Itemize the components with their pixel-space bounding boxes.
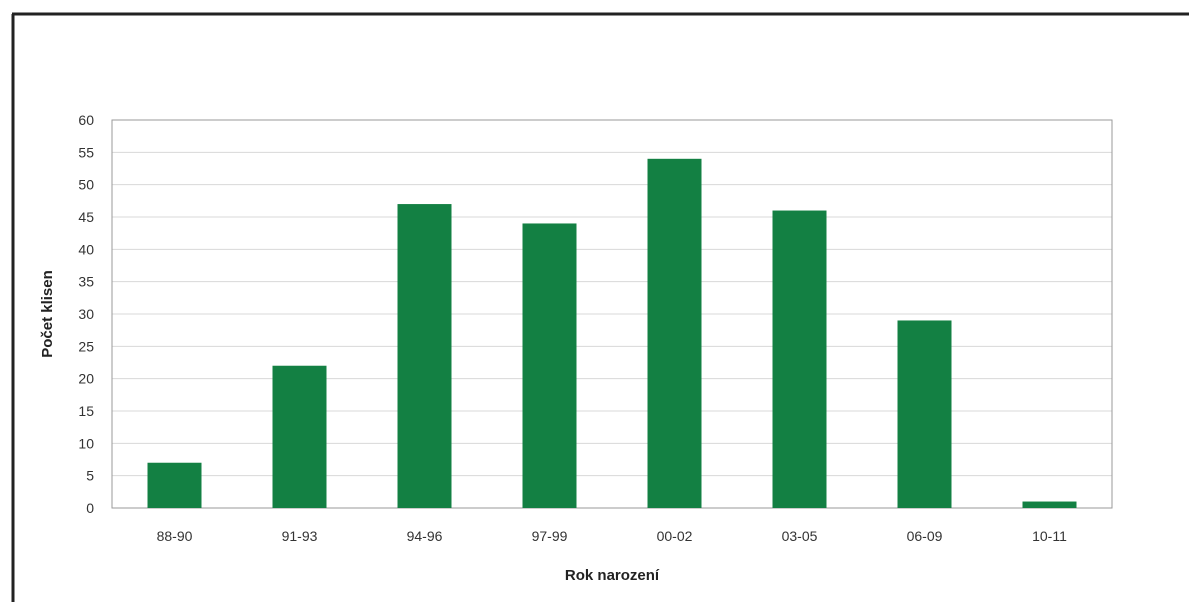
- x-tick-label: 94-96: [407, 528, 443, 544]
- y-tick-label: 10: [78, 435, 94, 451]
- y-axis-title: Počet klisen: [39, 270, 56, 358]
- y-tick-label: 20: [78, 371, 94, 387]
- bar-88-90: [147, 462, 202, 508]
- y-tick-label: 35: [78, 274, 94, 290]
- grid-lines: [112, 151, 1112, 477]
- y-tick-label: 40: [78, 241, 94, 257]
- bar-91-93: [272, 365, 327, 508]
- bar-00-02: [647, 158, 702, 509]
- x-tick-label: 88-90: [157, 528, 193, 544]
- y-tick-label: 50: [78, 177, 94, 193]
- bar-94-96: [397, 204, 452, 509]
- y-tick-label: 5: [86, 468, 94, 484]
- bar-97-99: [522, 223, 577, 508]
- x-axis-title: Rok narození: [565, 567, 660, 584]
- plot-area: [111, 119, 1113, 509]
- x-tick-label: 91-93: [282, 528, 318, 544]
- y-tick-labels: 0 5 10 15 20 25 30 35 40 45 50 55 60: [78, 112, 94, 516]
- x-tick-labels: 88-90 91-93 94-96 97-99 00-02 03-05 06-09 10-11: [157, 528, 1067, 544]
- bar-06-09: [897, 320, 952, 508]
- y-tick-label: 0: [86, 500, 94, 516]
- bar-03-05: [772, 210, 827, 509]
- y-tick-label: 45: [78, 209, 94, 225]
- bar-10-11: [1022, 501, 1077, 508]
- y-tick-label: 30: [78, 306, 94, 322]
- x-tick-label: 06-09: [907, 528, 943, 544]
- y-tick-label: 55: [78, 144, 94, 160]
- x-tick-label: 10-11: [1032, 528, 1067, 544]
- y-tick-label: 60: [78, 112, 94, 128]
- x-tick-label: 00-02: [657, 528, 693, 544]
- x-tick-label: 97-99: [532, 528, 568, 544]
- y-tick-label: 25: [78, 338, 94, 354]
- x-tick-label: 03-05: [782, 528, 818, 544]
- bars: [147, 158, 1077, 509]
- y-tick-label: 15: [78, 403, 94, 419]
